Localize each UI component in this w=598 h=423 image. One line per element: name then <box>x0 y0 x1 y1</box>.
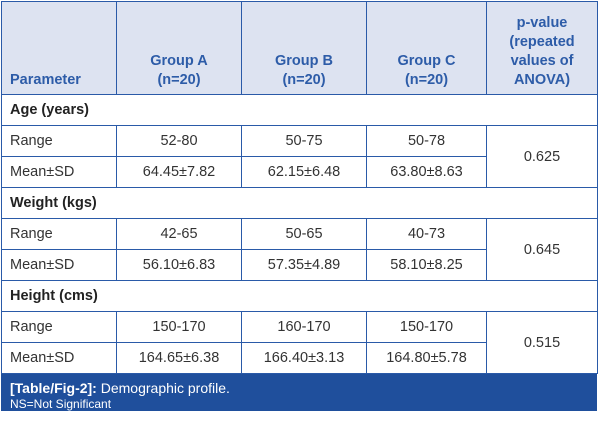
header-pvalue-line4: ANOVA) <box>513 72 571 88</box>
cell-group-a: 64.45±7.82 <box>116 156 242 188</box>
cell-group-a: 52-80 <box>116 125 242 157</box>
cell-group-b: 62.15±6.48 <box>241 156 367 188</box>
cell-group-c: 58.10±8.25 <box>366 249 487 281</box>
header-group-c-n: (n=20) <box>404 72 449 88</box>
cell-group-b: 160-170 <box>241 311 367 343</box>
header-pvalue-line3: values of <box>510 53 574 69</box>
caption-line: [Table/Fig-2]: Demographic profile. <box>10 379 588 397</box>
table-caption: [Table/Fig-2]: Demographic profile. NS=N… <box>1 374 597 411</box>
cell-group-a: 42-65 <box>116 218 242 250</box>
cell-group-c: 63.80±8.63 <box>366 156 487 188</box>
cell-group-c: 50-78 <box>366 125 487 157</box>
cell-pvalue-weight: 0.645 <box>486 218 598 281</box>
row-label: Mean±SD <box>1 342 117 374</box>
header-group-a: Group A (n=20) <box>116 1 242 95</box>
cell-group-a: 164.65±6.38 <box>116 342 242 374</box>
row-label: Range <box>1 125 117 157</box>
cell-group-a: 150-170 <box>116 311 242 343</box>
cell-group-b: 50-75 <box>241 125 367 157</box>
section-title-height: Height (cms) <box>1 280 598 312</box>
table-row: Range 150-170 160-170 150-170 0.515 <box>1 311 598 374</box>
header-parameter-label: Parameter <box>10 72 81 88</box>
cell-group-b: 166.40±3.13 <box>241 342 367 374</box>
section-title-weight: Weight (kgs) <box>1 187 598 219</box>
section-row-height: Height (cms) <box>1 280 598 312</box>
header-pvalue-line2: (repeated <box>509 34 575 50</box>
cell-group-c: 150-170 <box>366 311 487 343</box>
caption-note: NS=Not Significant <box>10 397 112 411</box>
cell-pvalue-age: 0.625 <box>486 125 598 188</box>
header-group-c: Group C (n=20) <box>366 1 487 95</box>
header-group-c-name: Group C <box>397 53 456 69</box>
section-title-age: Age (years) <box>1 94 598 126</box>
header-group-b-name: Group B <box>275 53 333 69</box>
header-parameter: Parameter <box>1 1 117 95</box>
table-row: Mean±SD 56.10±6.83 57.35±4.89 58.10±8.25 <box>1 249 598 281</box>
row-label: Range <box>1 311 117 343</box>
header-pvalue: p-value (repeated values of ANOVA) <box>486 1 598 95</box>
caption-text: Demographic profile. <box>96 380 230 396</box>
table-row: Mean±SD 164.65±6.38 166.40±3.13 164.80±5… <box>1 342 598 374</box>
cell-group-b: 57.35±4.89 <box>241 249 367 281</box>
table-row: Range 42-65 50-65 40-73 0.645 <box>1 218 598 281</box>
section-row-weight: Weight (kgs) <box>1 187 598 219</box>
header-group-b-n: (n=20) <box>282 72 326 88</box>
header-group-a-n: (n=20) <box>157 72 201 88</box>
header-row: Parameter Group A (n=20) Group B (n=20) … <box>1 1 598 95</box>
demographic-table: Parameter Group A (n=20) Group B (n=20) … <box>1 1 598 374</box>
header-group-a-name: Group A <box>150 53 208 69</box>
cell-group-c: 164.80±5.78 <box>366 342 487 374</box>
table-row: Mean±SD 64.45±7.82 62.15±6.48 63.80±8.63 <box>1 156 598 188</box>
section-row-age: Age (years) <box>1 94 598 126</box>
table-row: Range 52-80 50-75 50-78 0.625 <box>1 125 598 188</box>
row-label: Mean±SD <box>1 249 117 281</box>
cell-group-c: 40-73 <box>366 218 487 250</box>
header-pvalue-line1: p-value <box>516 15 568 31</box>
row-label: Range <box>1 218 117 250</box>
cell-group-a: 56.10±6.83 <box>116 249 242 281</box>
caption-tag: [Table/Fig-2]: <box>10 380 97 396</box>
cell-pvalue-height: 0.515 <box>486 311 598 374</box>
row-label: Mean±SD <box>1 156 117 188</box>
header-group-b: Group B (n=20) <box>241 1 367 95</box>
cell-group-b: 50-65 <box>241 218 367 250</box>
